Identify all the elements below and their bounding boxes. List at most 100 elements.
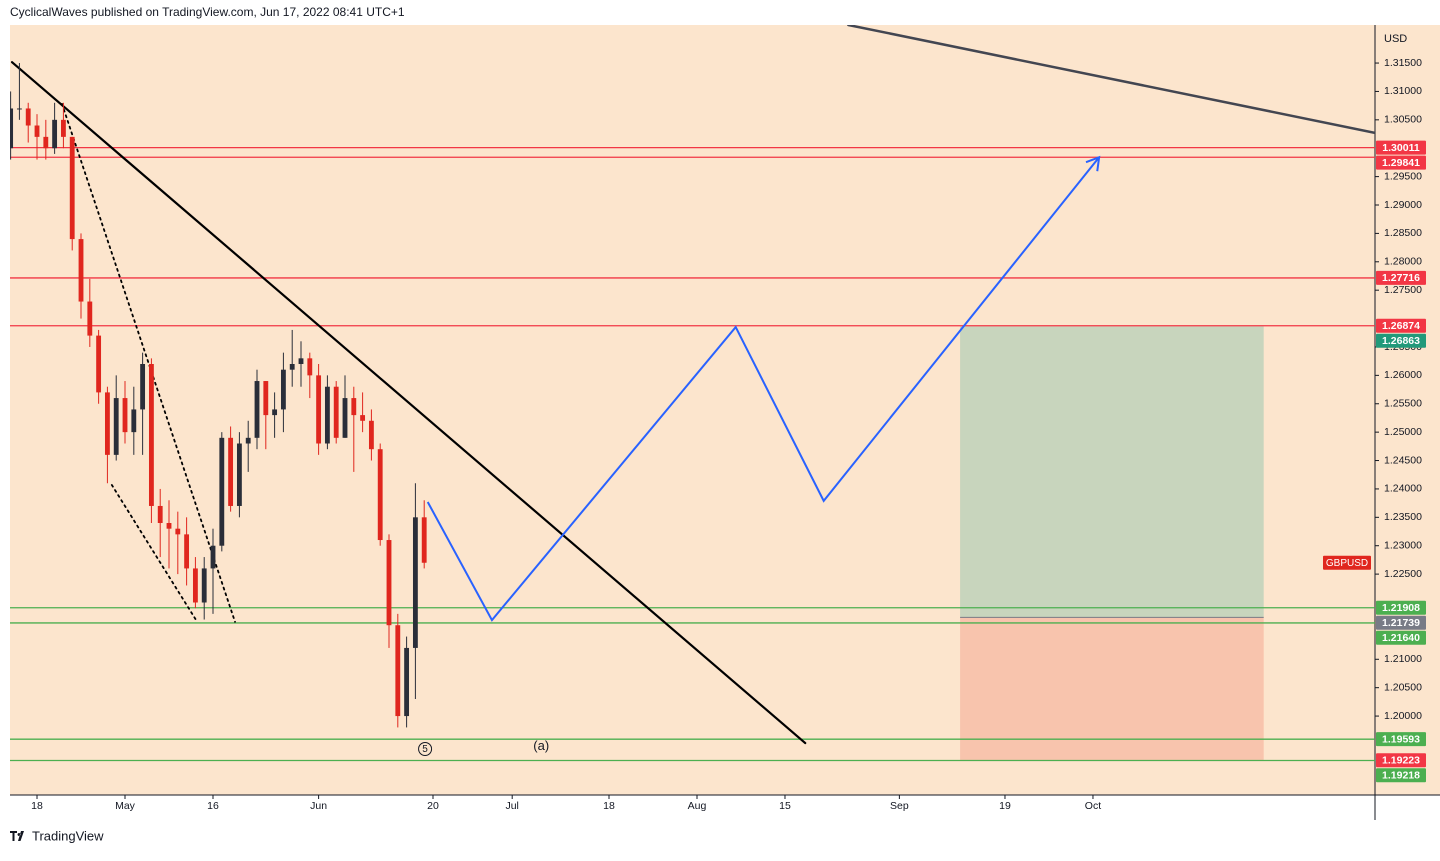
candle-body bbox=[236, 443, 242, 506]
candle-body bbox=[131, 409, 137, 433]
candle-body bbox=[368, 420, 374, 450]
price-tag bbox=[1376, 768, 1426, 783]
candle-body bbox=[228, 437, 234, 506]
y-tick-label: 1.30500 bbox=[1384, 114, 1422, 126]
candle-body bbox=[104, 392, 110, 455]
y-tick-label: 1.29500 bbox=[1384, 170, 1422, 182]
candle-body bbox=[272, 409, 278, 416]
price-tag-label: 1.29841 bbox=[1382, 157, 1420, 169]
x-tick-label: May bbox=[115, 800, 136, 812]
price-tag bbox=[1376, 270, 1426, 285]
x-tick-label: Jul bbox=[505, 800, 518, 812]
x-tick-label: Jun bbox=[310, 800, 327, 812]
y-tick-label: 1.28500 bbox=[1384, 227, 1422, 239]
y-tick-label: 1.23500 bbox=[1384, 511, 1422, 523]
candle-body bbox=[245, 437, 251, 444]
y-tick-label: 1.26000 bbox=[1384, 369, 1422, 381]
x-tick-label: Aug bbox=[688, 800, 707, 812]
annotation: 5 bbox=[422, 744, 428, 755]
loss-zone bbox=[960, 617, 1264, 761]
price-tag-label: 1.26863 bbox=[1382, 335, 1420, 347]
x-tick-label: 19 bbox=[999, 800, 1011, 812]
candle-body bbox=[52, 119, 58, 149]
price-tag bbox=[1376, 600, 1426, 615]
annotation-circle bbox=[418, 742, 433, 757]
candle-body bbox=[192, 568, 198, 603]
candle-body bbox=[34, 125, 40, 137]
x-tick-label: 15 bbox=[779, 800, 791, 812]
price-tag-label: 1.21739 bbox=[1382, 617, 1420, 629]
x-tick-label: 18 bbox=[31, 800, 43, 812]
candle-body bbox=[96, 335, 102, 393]
price-tag bbox=[1376, 732, 1426, 747]
candle-body bbox=[377, 449, 383, 541]
candle-body bbox=[254, 381, 260, 438]
candle-body bbox=[342, 398, 348, 438]
wave-projection bbox=[426, 156, 1100, 622]
trend-line bbox=[110, 484, 199, 623]
x-tick-label: Sep bbox=[890, 800, 909, 812]
y-tick-label: 1.29000 bbox=[1384, 199, 1422, 211]
price-tag-label: 1.19223 bbox=[1382, 754, 1420, 766]
profit-zone bbox=[960, 326, 1264, 618]
candle-body bbox=[122, 398, 128, 433]
candle-body bbox=[386, 540, 392, 626]
y-tick-label: 1.20500 bbox=[1384, 681, 1422, 693]
price-tag bbox=[1376, 155, 1426, 170]
candle-body bbox=[298, 358, 304, 365]
wave-arrowhead bbox=[1085, 155, 1101, 172]
candle-body bbox=[219, 437, 225, 546]
candle-body bbox=[404, 647, 410, 717]
price-tag bbox=[1376, 630, 1426, 645]
price-tag bbox=[1376, 333, 1426, 348]
price-tag bbox=[1376, 615, 1426, 630]
y-tick-label: 1.20000 bbox=[1384, 710, 1422, 722]
candle-body bbox=[10, 108, 14, 149]
candle-body bbox=[412, 517, 418, 648]
candle-body bbox=[307, 358, 313, 376]
price-tag-label: 1.30011 bbox=[1382, 142, 1420, 154]
symbol-tag-label: GBPUSD bbox=[1326, 558, 1368, 569]
price-axis-unit: USD bbox=[1384, 33, 1407, 45]
price-tag bbox=[1376, 753, 1426, 768]
candle-body bbox=[210, 545, 216, 569]
x-tick-label: 16 bbox=[207, 800, 219, 812]
price-tag bbox=[1376, 140, 1426, 155]
price-tag-label: 1.27716 bbox=[1382, 272, 1420, 284]
candle-body bbox=[421, 517, 427, 563]
candle-body bbox=[175, 528, 181, 535]
y-tick-label: 1.27500 bbox=[1384, 284, 1422, 296]
candle-body bbox=[280, 369, 286, 410]
price-axis-background bbox=[1375, 25, 1440, 795]
candle-body bbox=[16, 108, 22, 110]
y-tick-label: 1.25000 bbox=[1384, 426, 1422, 438]
plot-layer: 5 (a) bbox=[10, 25, 1375, 762]
candle-body bbox=[316, 375, 322, 444]
y-tick-label: 1.31000 bbox=[1384, 85, 1422, 97]
candle-body bbox=[289, 364, 295, 370]
candle-body bbox=[351, 398, 357, 416]
trend-line bbox=[847, 25, 1375, 135]
y-tick-label: 1.28000 bbox=[1384, 256, 1422, 268]
candle-body bbox=[395, 625, 401, 717]
x-tick-label: 18 bbox=[603, 800, 615, 812]
y-tick-label: 1.25500 bbox=[1384, 398, 1422, 410]
symbol-tag bbox=[1323, 555, 1371, 570]
price-tag-label: 1.19593 bbox=[1382, 733, 1420, 745]
candle-body bbox=[43, 136, 49, 149]
y-tick-label: 1.23000 bbox=[1384, 539, 1422, 551]
trend-line bbox=[61, 103, 236, 623]
price-tag bbox=[1376, 318, 1426, 333]
price-tag-label: 1.26874 bbox=[1382, 320, 1420, 332]
candle-body bbox=[140, 364, 146, 410]
candle-body bbox=[87, 301, 93, 336]
candle-body bbox=[78, 239, 84, 302]
candle-body bbox=[60, 119, 66, 137]
candle-body bbox=[69, 136, 75, 240]
y-tick-label: 1.21000 bbox=[1384, 653, 1422, 665]
candle-body bbox=[166, 523, 172, 529]
candle-body bbox=[263, 381, 269, 416]
y-tick-label: 1.24000 bbox=[1384, 483, 1422, 495]
